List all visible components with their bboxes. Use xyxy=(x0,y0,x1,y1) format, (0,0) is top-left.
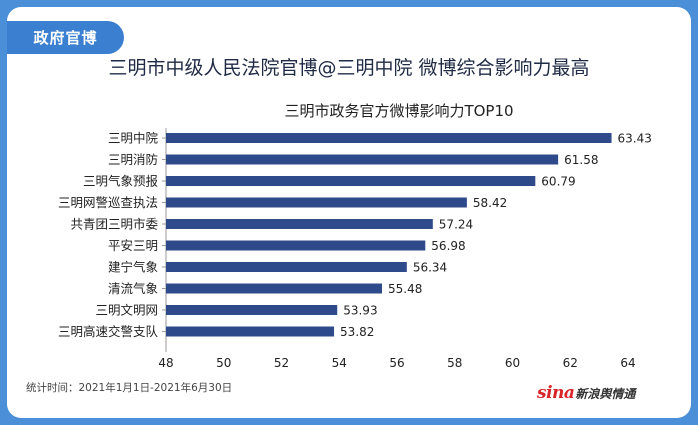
category-label: 建宁气象 xyxy=(108,260,158,275)
category-label: 三明中院 xyxy=(108,131,159,146)
chart-title: 三明市政务官方微博影响力TOP10 xyxy=(284,102,514,120)
bar xyxy=(166,219,433,229)
value-label: 61.58 xyxy=(564,153,598,167)
value-label: 53.93 xyxy=(343,304,377,318)
x-tick-label: 54 xyxy=(332,356,347,370)
x-tick-label: 62 xyxy=(563,356,578,370)
value-label: 63.43 xyxy=(618,132,652,146)
x-tick-label: 58 xyxy=(447,356,462,370)
value-label: 58.42 xyxy=(473,196,507,210)
logo-text: 新浪舆情通 xyxy=(575,386,636,401)
value-label: 55.48 xyxy=(388,282,422,296)
category-label: 三明文明网 xyxy=(95,303,158,318)
x-tick-label: 64 xyxy=(620,356,635,370)
category-label: 三明网警巡查执法 xyxy=(58,195,158,210)
category-label: 清流气象 xyxy=(108,281,158,296)
x-tick-label: 48 xyxy=(158,356,173,370)
bar xyxy=(166,197,467,208)
value-label: 57.24 xyxy=(439,218,473,232)
sina-logo: sina 新浪舆情通 xyxy=(537,383,635,403)
bar xyxy=(166,326,335,337)
sina-wordmark: sina xyxy=(537,383,575,403)
value-label: 56.98 xyxy=(431,239,465,253)
category-label: 三明消防 xyxy=(108,152,158,167)
value-label: 60.79 xyxy=(541,175,575,189)
card-background xyxy=(7,7,691,418)
footnote: 统计时间：2021年1月1日-2021年6月30日 xyxy=(26,382,233,394)
value-label: 53.82 xyxy=(340,325,374,339)
headline: 三明市中级人民法院官博@三明中院 微博综合影响力最高 xyxy=(108,57,590,79)
bar xyxy=(166,283,382,294)
bar xyxy=(166,262,407,272)
x-tick-label: 52 xyxy=(274,356,289,370)
category-label: 三明高速交警支队 xyxy=(58,324,159,339)
bar xyxy=(166,240,426,251)
category-label: 平安三明 xyxy=(108,238,158,253)
bar xyxy=(166,154,559,165)
bar xyxy=(166,133,612,143)
x-tick-label: 56 xyxy=(389,356,404,370)
value-label: 56.34 xyxy=(413,261,447,275)
category-label: 三明气象预报 xyxy=(83,174,159,189)
bar xyxy=(166,305,338,315)
category-tag: 政府官博 xyxy=(7,21,124,54)
bar xyxy=(166,176,536,186)
category-label: 共青团三明市委 xyxy=(70,217,158,232)
x-tick-label: 50 xyxy=(216,356,231,370)
x-tick-label: 60 xyxy=(505,356,520,370)
